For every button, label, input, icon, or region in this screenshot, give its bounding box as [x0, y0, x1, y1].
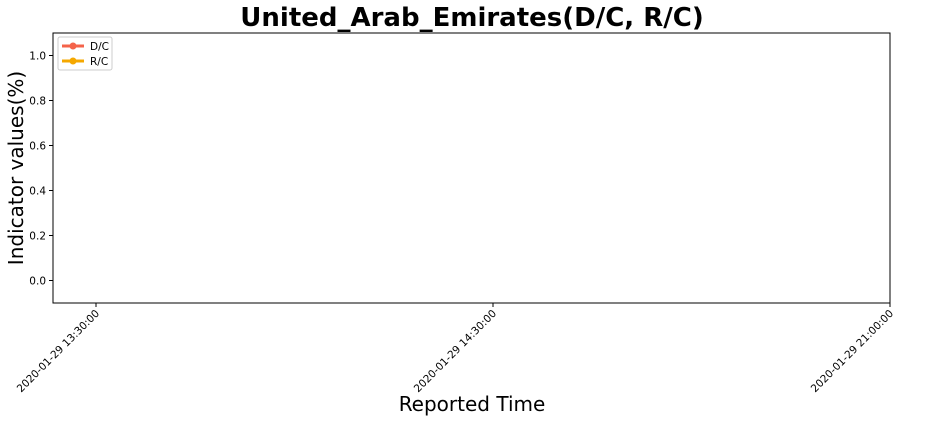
x-tick-label: 2020-01-29 21:00:00 [809, 308, 896, 395]
y-tick-label: 0.6 [29, 141, 46, 153]
y-tick-label: 0.0 [29, 276, 46, 288]
legend: D/C R/C [57, 36, 113, 71]
x-axis-label: Reported Time [399, 392, 546, 416]
chart-title: United_Arab_Emirates(D/C, R/C) [240, 3, 703, 33]
y-axis-label: Indicator values(%) [4, 71, 28, 265]
legend-label: D/C [90, 41, 109, 53]
x-tick-label: 2020-01-29 14:30:00 [412, 308, 499, 395]
legend-marker [69, 42, 77, 50]
x-axis: 2020-01-29 13:30:00 2020-01-29 14:30:00 20… [15, 303, 896, 395]
y-tick-label: 1.0 [29, 51, 46, 63]
legend-label: R/C [90, 56, 108, 68]
y-tick-label: 0.8 [29, 96, 46, 108]
x-tick-label: 2020-01-29 13:30:00 [15, 308, 102, 395]
legend-marker [69, 57, 77, 65]
plot-area [52, 32, 891, 304]
y-axis: 0.0 0.2 0.4 0.6 0.8 1.0 [29, 51, 53, 288]
y-tick-label: 0.2 [29, 231, 46, 243]
y-tick-label: 0.4 [29, 186, 46, 198]
